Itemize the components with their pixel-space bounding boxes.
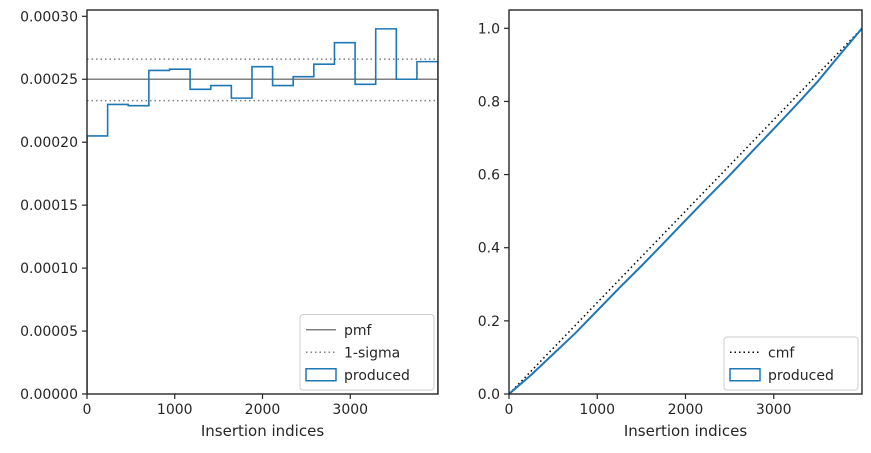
legend-cmf-label: cmf xyxy=(768,345,795,361)
x-tick-label: 0 xyxy=(505,402,514,418)
left-panel-pmf-chart: 0 1000 2000 3000 0.00000 0.00005 0.00010 0.0001… xyxy=(20,9,439,440)
y-tick-label: 0.8 xyxy=(478,94,500,110)
legend: cmf produced xyxy=(723,336,859,391)
cmf-line xyxy=(509,27,862,394)
y-tick-label: 0.00025 xyxy=(20,72,78,88)
produced-cumulative-line xyxy=(509,27,862,394)
y-tick-label: 0.0 xyxy=(478,387,500,403)
legend-produced-label: produced xyxy=(344,368,410,384)
axes-frame xyxy=(508,9,863,395)
produced-histogram-step xyxy=(87,28,438,394)
y-tick-label: 0.6 xyxy=(478,168,500,184)
right-panel-cmf-chart: 0 1000 2000 3000 0.0 0.2 0.4 0.6 0.8 1.0 Insertion… xyxy=(478,9,863,440)
legend-produced-key xyxy=(729,368,761,382)
x-axis-label: Insertion indices xyxy=(624,422,747,440)
plot-area xyxy=(87,28,438,394)
legend-box xyxy=(299,314,435,391)
y-tick-label: 0.2 xyxy=(478,314,500,330)
y-tick-label: 0.00000 xyxy=(20,387,78,403)
y-tick-label: 0.4 xyxy=(478,241,500,257)
legend-box xyxy=(723,336,859,391)
legend-produced-key xyxy=(305,368,337,382)
x-tick-label: 1000 xyxy=(157,402,193,418)
legend-pmf-label: pmf xyxy=(344,323,373,339)
x-tick-label: 3000 xyxy=(756,402,792,418)
y-tick-label: 0.00015 xyxy=(20,198,78,214)
legend: pmf 1-sigma produced xyxy=(299,314,435,391)
plot-area xyxy=(509,27,862,394)
y-tick-label: 0.00010 xyxy=(20,261,78,277)
legend-produced-label: produced xyxy=(768,368,834,384)
y-tick-label: 0.00030 xyxy=(20,9,78,25)
x-axis-label: Insertion indices xyxy=(201,422,324,440)
x-tick-label: 3000 xyxy=(332,402,368,418)
y-tick-label: 1.0 xyxy=(478,21,500,37)
x-tick-label: 1000 xyxy=(579,402,615,418)
x-tick-label: 2000 xyxy=(245,402,281,418)
legend-sigma-label: 1-sigma xyxy=(344,345,400,361)
y-tick-label: 0.00005 xyxy=(20,324,78,340)
y-tick-label: 0.00020 xyxy=(20,135,78,151)
x-tick-label: 0 xyxy=(83,402,92,418)
x-tick-label: 2000 xyxy=(668,402,704,418)
